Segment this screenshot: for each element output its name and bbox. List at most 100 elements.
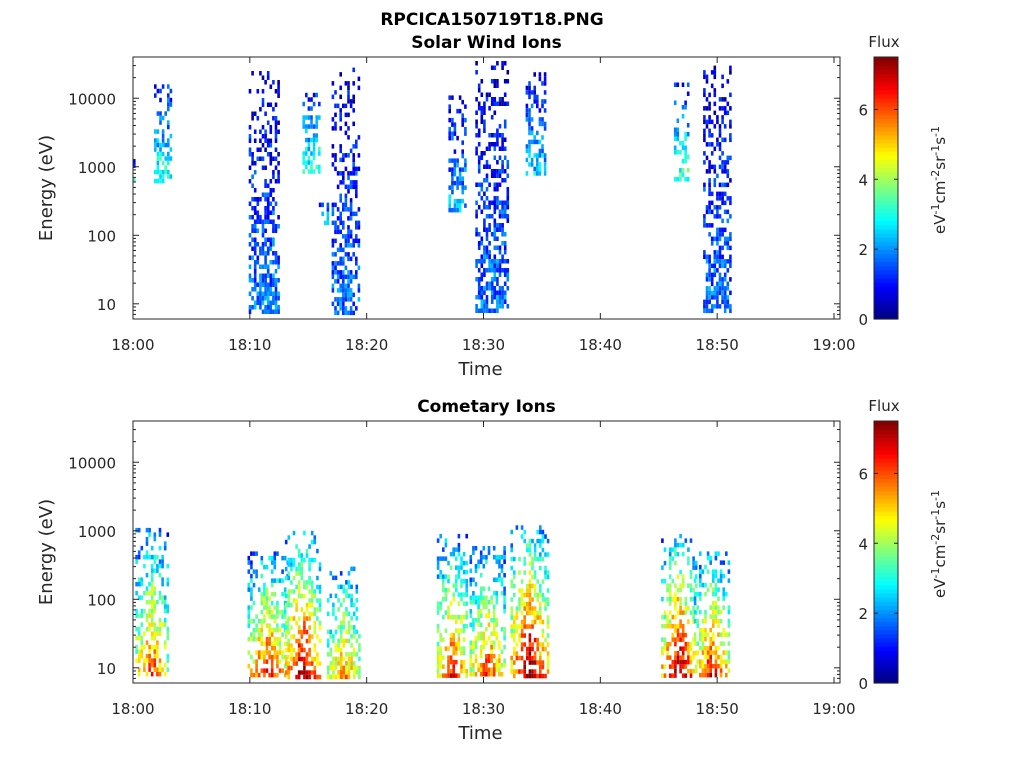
heatmap-cell [543, 81, 547, 86]
heatmap-cell [329, 647, 333, 653]
heatmap-cell [493, 133, 497, 138]
heatmap-cell [483, 245, 486, 250]
colorbar-tick-label: 4 [858, 535, 868, 553]
heatmap-cell [533, 556, 537, 562]
heatmap-cell [156, 165, 160, 170]
heatmap-cell [693, 618, 697, 624]
heatmap-cell [270, 555, 274, 561]
heatmap-cell [342, 301, 345, 307]
heatmap-cell [487, 586, 491, 591]
heatmap-cell [283, 641, 287, 646]
heatmap-cell [455, 565, 458, 570]
heatmap-cell [344, 283, 348, 289]
heatmap-cell [342, 611, 346, 617]
heatmap-cell [541, 153, 544, 158]
heatmap-cell [261, 89, 265, 94]
heatmap-cell [331, 265, 335, 271]
heatmap-cell [708, 259, 711, 264]
heatmap-cell [264, 219, 267, 224]
colorbar-segment [874, 580, 898, 586]
heatmap-cell [543, 108, 547, 113]
heatmap-cell [260, 591, 264, 597]
heatmap-cell [536, 592, 539, 598]
heatmap-cell [331, 202, 335, 208]
heatmap-cell [321, 211, 324, 217]
heatmap-cell [460, 664, 463, 669]
heatmap-cell [439, 637, 442, 642]
heatmap-cell [455, 646, 458, 651]
heatmap-cell [686, 177, 690, 182]
heatmap-cell [705, 74, 709, 80]
heatmap-cell [135, 626, 138, 632]
heatmap-cell [480, 92, 484, 97]
heatmap-cell [485, 600, 488, 605]
heatmap-cell [475, 304, 478, 309]
heatmap-cell [452, 637, 455, 642]
heatmap-cell [265, 668, 269, 673]
heatmap-cell [455, 650, 458, 656]
heatmap-cell [510, 606, 513, 611]
heatmap-cell [503, 272, 507, 277]
heatmap-cell [701, 663, 705, 669]
heatmap-cell [465, 533, 468, 539]
heatmap-cell [287, 562, 291, 567]
heatmap-cell [496, 200, 499, 205]
heatmap-cell [539, 673, 542, 679]
heatmap-cell [469, 609, 473, 614]
heatmap-cell [153, 644, 157, 650]
heatmap-cell [321, 202, 324, 208]
heatmap-cell [273, 645, 277, 651]
heatmap-cell [518, 556, 521, 562]
heatmap-cell [520, 642, 524, 647]
heatmap-cell [329, 665, 333, 671]
heatmap-cell [268, 627, 271, 633]
heatmap-cell [488, 133, 491, 138]
heatmap-cell [449, 565, 453, 570]
heatmap-cell [336, 301, 340, 307]
x-tick-label: 19:00 [812, 336, 855, 354]
heatmap-cell [464, 158, 467, 163]
heatmap-cell [541, 619, 545, 625]
heatmap-cell [145, 541, 149, 546]
heatmap-cell [523, 561, 526, 566]
heatmap-cell [342, 625, 346, 630]
heatmap-cell [457, 569, 461, 575]
heatmap-cell [355, 171, 358, 176]
heatmap-cell [503, 119, 507, 124]
colorbar-segment [874, 637, 898, 643]
heatmap-cell [674, 592, 677, 597]
heatmap-cell [305, 164, 308, 170]
heatmap-cell [270, 578, 274, 583]
heatmap-cell [252, 582, 256, 588]
heatmap-cell [485, 250, 489, 255]
heatmap-cell [483, 200, 486, 205]
heatmap-cell [283, 605, 287, 610]
heatmap-cell [253, 260, 257, 265]
heatmap-cell [349, 297, 353, 302]
heatmap-cell [256, 291, 260, 296]
heatmap-cell [533, 547, 537, 553]
colorbar-segment [874, 650, 898, 655]
heatmap-cell [256, 255, 260, 260]
heatmap-cell [334, 674, 338, 680]
heatmap-cell [490, 658, 493, 663]
heatmap-cell [533, 94, 536, 100]
heatmap-cell [342, 279, 345, 284]
heatmap-cell [477, 164, 481, 169]
heatmap-cell [487, 546, 491, 551]
heatmap-cell [694, 574, 698, 579]
heatmap-cell [140, 644, 144, 650]
heatmap-cell [290, 634, 293, 639]
heatmap-cell [708, 128, 711, 134]
heatmap-cell [303, 580, 306, 585]
heatmap-cell [462, 664, 466, 669]
heatmap-cell [312, 155, 316, 161]
heatmap-cell [342, 234, 345, 239]
heatmap-cell [342, 256, 345, 262]
heatmap-cell [472, 577, 475, 582]
heatmap-cell [269, 201, 273, 206]
heatmap-cell [668, 551, 672, 557]
heatmap-cell [498, 272, 502, 277]
heatmap-cell [510, 633, 513, 638]
heatmap-cell [135, 635, 138, 641]
